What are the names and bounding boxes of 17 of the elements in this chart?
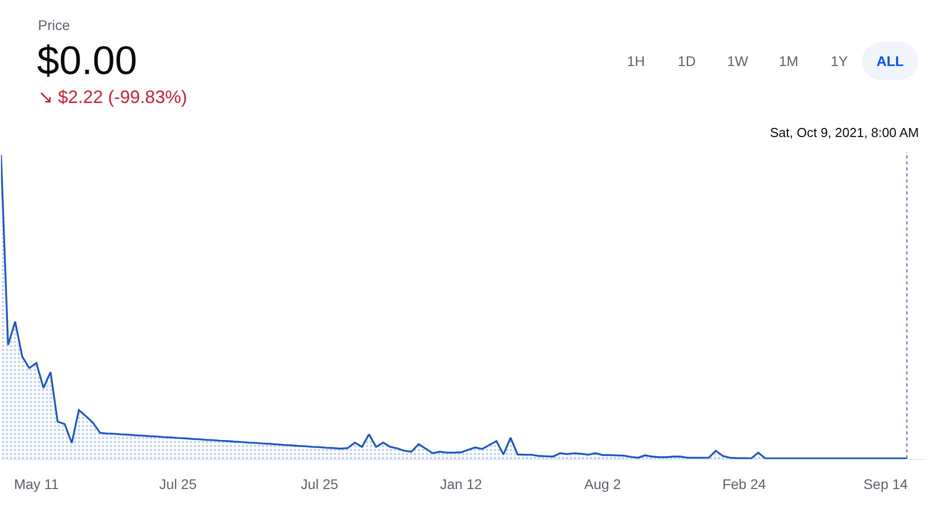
text: ALL — [876, 53, 904, 69]
x-tick-label: Feb 24 — [722, 476, 766, 492]
x-tick-label: Sep 14 — [863, 476, 908, 492]
text: 1Y — [830, 53, 848, 69]
x-tick-label: Aug 2 — [584, 476, 622, 492]
x-tick-label: Jul 25 — [300, 476, 338, 492]
chart-subtitle: $0.00 — [37, 39, 138, 83]
x-tick-label: Jul 25 — [159, 476, 197, 492]
text: 1M — [778, 53, 798, 69]
chart-title: Price — [38, 17, 70, 33]
x-tick-label: May 11 — [14, 476, 60, 492]
text: Sat, Oct 9, 2021, 8:00 AM — [770, 125, 919, 140]
text: 1W — [727, 53, 748, 69]
x-tick-label: Jan 12 — [440, 476, 482, 492]
text: 1H — [627, 53, 645, 69]
text: 1D — [678, 53, 696, 69]
text: ↘ $2.22 (-99.83%) — [38, 87, 188, 107]
